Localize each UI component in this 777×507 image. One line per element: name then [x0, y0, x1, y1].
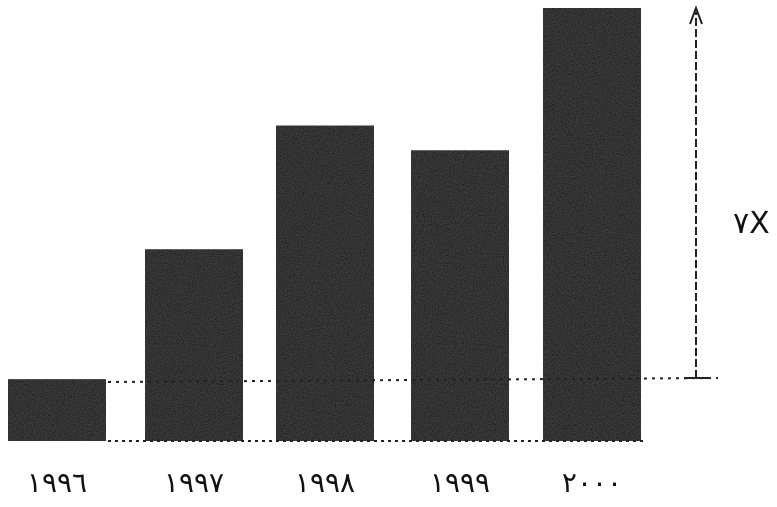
bar-1	[145, 249, 243, 441]
bar-3	[411, 150, 509, 441]
bar-2	[276, 125, 374, 442]
bar-0	[8, 379, 106, 441]
bar-4	[543, 8, 641, 441]
reference-line	[107, 377, 719, 383]
x-tick-label: ٢٠٠٠	[562, 466, 622, 499]
x-tick-label: ١٩٩٦	[27, 466, 87, 499]
x-tick-label: ١٩٩٨	[295, 466, 355, 499]
x-tick-label: ١٩٩٧	[164, 466, 224, 499]
x-axis-ticks: ١٩٩٦ ١٩٩٧ ١٩٩٨ ١٩٩٩ ٢٠٠٠	[27, 466, 622, 499]
bars-group	[8, 8, 641, 442]
growth-arrow	[684, 5, 708, 379]
x-tick-label: ١٩٩٩	[430, 466, 490, 499]
growth-annotation: ٧X	[733, 206, 770, 241]
